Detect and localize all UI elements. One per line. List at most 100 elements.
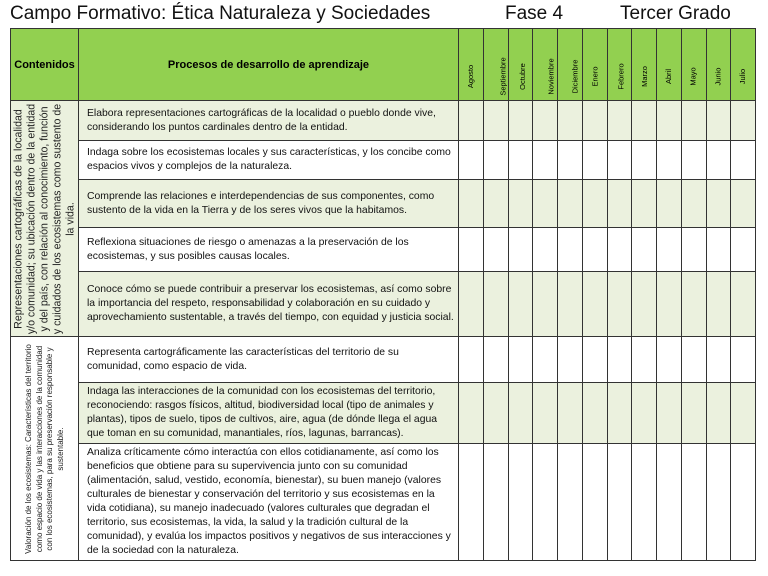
month-cell-septiembre[interactable] — [482, 382, 509, 444]
month-cell-diciembre[interactable] — [557, 336, 583, 383]
month-cell-noviembre[interactable] — [532, 382, 558, 444]
month-cell-diciembre[interactable] — [557, 179, 583, 228]
fase-label: Fase 4 — [505, 3, 564, 24]
month-cell-agosto[interactable] — [458, 227, 484, 272]
month-cell-septiembre[interactable] — [482, 179, 509, 228]
month-cell-enero[interactable] — [581, 100, 608, 141]
month-cell-octubre[interactable] — [507, 271, 534, 337]
month-cell-julio[interactable] — [730, 100, 756, 141]
month-cell-agosto[interactable] — [458, 336, 484, 383]
month-cell-septiembre[interactable] — [482, 443, 509, 561]
month-cell-enero[interactable] — [581, 140, 608, 180]
month-cell-junio[interactable] — [705, 336, 732, 383]
month-cell-octubre[interactable] — [507, 336, 534, 383]
month-cell-julio[interactable] — [730, 140, 756, 180]
month-cell-marzo[interactable] — [631, 140, 657, 180]
month-cell-mayo[interactable] — [680, 271, 707, 337]
month-cell-marzo[interactable] — [631, 336, 657, 383]
month-cell-enero[interactable] — [581, 382, 608, 444]
month-cell-marzo[interactable] — [631, 227, 657, 272]
month-cell-agosto[interactable] — [458, 382, 484, 444]
month-cell-septiembre[interactable] — [482, 140, 509, 180]
month-cell-marzo[interactable] — [631, 179, 657, 228]
month-cell-agosto[interactable] — [458, 100, 484, 141]
month-cell-mayo[interactable] — [680, 227, 707, 272]
month-cell-julio[interactable] — [730, 227, 756, 272]
month-cell-enero[interactable] — [581, 336, 608, 383]
month-cell-marzo[interactable] — [631, 271, 657, 337]
month-cell-octubre[interactable] — [507, 179, 534, 228]
month-cell-abril[interactable] — [656, 443, 682, 561]
month-cell-diciembre[interactable] — [557, 271, 583, 337]
month-cell-enero[interactable] — [581, 227, 608, 272]
month-cell-febrero[interactable] — [606, 336, 633, 383]
month-cell-septiembre[interactable] — [482, 271, 509, 337]
month-cell-octubre[interactable] — [507, 227, 534, 272]
month-cell-septiembre[interactable] — [482, 100, 509, 141]
month-cell-mayo[interactable] — [680, 100, 707, 141]
month-cell-noviembre[interactable] — [532, 336, 558, 383]
month-cell-octubre[interactable] — [507, 382, 534, 444]
month-cell-febrero[interactable] — [606, 227, 633, 272]
month-cell-septiembre[interactable] — [482, 336, 509, 383]
month-cell-diciembre[interactable] — [557, 443, 583, 561]
month-cell-junio[interactable] — [705, 271, 732, 337]
month-cell-enero[interactable] — [581, 179, 608, 228]
month-cell-junio[interactable] — [705, 227, 732, 272]
month-cell-mayo[interactable] — [680, 443, 707, 561]
month-cell-abril[interactable] — [656, 336, 682, 383]
month-cell-enero[interactable] — [581, 271, 608, 337]
month-cell-febrero[interactable] — [606, 443, 633, 561]
month-cell-junio[interactable] — [705, 179, 732, 228]
month-cell-noviembre[interactable] — [532, 140, 558, 180]
month-cell-octubre[interactable] — [507, 443, 534, 561]
month-cell-febrero[interactable] — [606, 100, 633, 141]
month-cell-julio[interactable] — [730, 382, 756, 444]
month-cell-agosto[interactable] — [458, 443, 484, 561]
month-cell-marzo[interactable] — [631, 443, 657, 561]
month-cell-abril[interactable] — [656, 271, 682, 337]
month-cell-julio[interactable] — [730, 336, 756, 383]
month-cell-agosto[interactable] — [458, 179, 484, 228]
month-cell-abril[interactable] — [656, 382, 682, 444]
month-cell-junio[interactable] — [705, 443, 732, 561]
month-cell-febrero[interactable] — [606, 179, 633, 228]
month-label: Junio — [713, 67, 723, 86]
month-cell-abril[interactable] — [656, 227, 682, 272]
month-cell-julio[interactable] — [730, 179, 756, 228]
month-cell-octubre[interactable] — [507, 140, 534, 180]
month-cell-septiembre[interactable] — [482, 227, 509, 272]
month-cell-julio[interactable] — [730, 271, 756, 337]
month-cell-febrero[interactable] — [606, 271, 633, 337]
month-cell-mayo[interactable] — [680, 179, 707, 228]
month-cell-febrero[interactable] — [606, 140, 633, 180]
month-cell-diciembre[interactable] — [557, 227, 583, 272]
month-cell-noviembre[interactable] — [532, 443, 558, 561]
month-cell-noviembre[interactable] — [532, 227, 558, 272]
month-cell-marzo[interactable] — [631, 382, 657, 444]
month-cell-febrero[interactable] — [606, 382, 633, 444]
month-cell-noviembre[interactable] — [532, 100, 558, 141]
month-cell-mayo[interactable] — [680, 336, 707, 383]
month-cell-abril[interactable] — [656, 140, 682, 180]
month-cell-mayo[interactable] — [680, 382, 707, 444]
month-cell-octubre[interactable] — [507, 100, 534, 141]
month-cell-junio[interactable] — [705, 100, 732, 141]
month-cell-noviembre[interactable] — [532, 271, 558, 337]
month-cell-agosto[interactable] — [458, 140, 484, 180]
month-cell-enero[interactable] — [581, 443, 608, 561]
month-cell-diciembre[interactable] — [557, 382, 583, 444]
month-cell-junio[interactable] — [705, 382, 732, 444]
month-header-julio: Julio — [730, 28, 756, 101]
month-cell-junio[interactable] — [705, 140, 732, 180]
month-cell-julio[interactable] — [730, 443, 756, 561]
month-cell-marzo[interactable] — [631, 100, 657, 141]
month-cell-diciembre[interactable] — [557, 100, 583, 141]
month-label: Septiembre — [498, 57, 508, 96]
month-cell-mayo[interactable] — [680, 140, 707, 180]
month-cell-abril[interactable] — [656, 100, 682, 141]
month-cell-abril[interactable] — [656, 179, 682, 228]
month-cell-noviembre[interactable] — [532, 179, 558, 228]
month-cell-agosto[interactable] — [458, 271, 484, 337]
month-cell-diciembre[interactable] — [557, 140, 583, 180]
